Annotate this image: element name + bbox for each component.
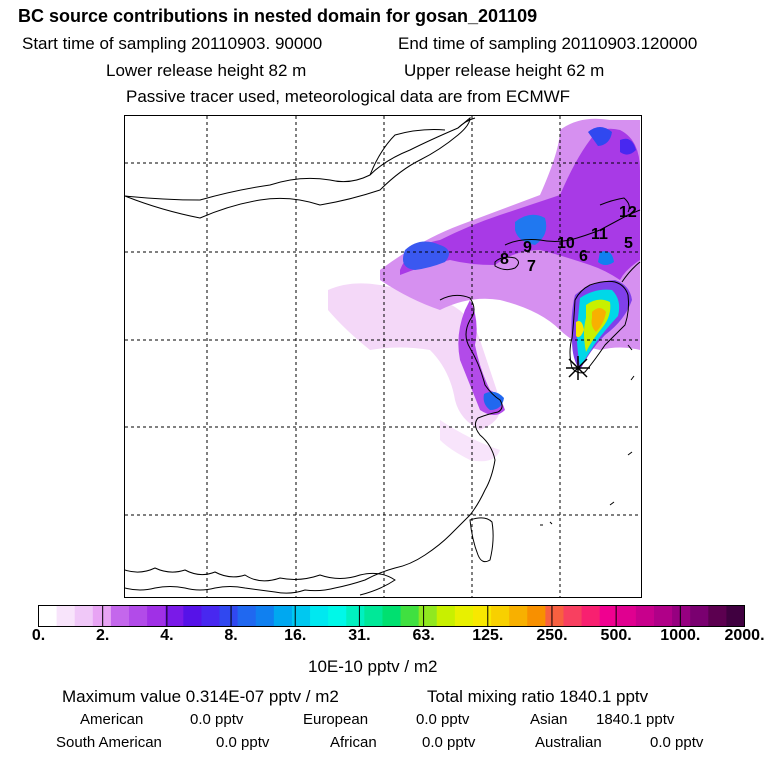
colorbar-swatch: [690, 605, 709, 627]
coastlines: [124, 116, 641, 596]
region-name-south-american: South American: [56, 734, 162, 751]
colorbar-swatch: [635, 605, 655, 627]
colorbar-swatch: [581, 605, 601, 627]
region-name-european: European: [303, 711, 369, 728]
colorbar-swatch: [726, 605, 745, 627]
colorbar-swatch: [472, 605, 492, 627]
colorbar-swatch: [147, 605, 166, 627]
region-name-australian: Australian: [535, 734, 602, 751]
colorbar-swatch: [56, 605, 76, 627]
end-time-label: End time of sampling 20110903.120000: [398, 34, 698, 53]
colorbar-tick-label: 250.: [536, 627, 568, 644]
colorbar-swatch: [708, 605, 727, 627]
lower-height-label: Lower release height 82 m: [106, 61, 307, 80]
map-frame: [124, 115, 642, 598]
region-value-american: 0.0 pptv: [190, 711, 244, 728]
colorbar-swatch: [436, 605, 456, 627]
colorbar-swatch: [563, 605, 583, 627]
start-time-label: Start time of sampling 20110903. 90000: [22, 34, 323, 53]
map-label-5: 5: [624, 235, 633, 252]
colorbar-swatch: [129, 605, 148, 627]
colorbar-swatch: [291, 605, 311, 627]
colorbar-tick-label: 500.: [600, 627, 632, 644]
colorbar-swatch: [38, 605, 58, 627]
colorbar-swatch: [491, 605, 510, 627]
colorbar-swatch: [110, 605, 130, 627]
colorbar-swatch: [454, 605, 474, 627]
colorbar-swatch: [273, 605, 293, 627]
region-name-american: American: [80, 711, 144, 728]
region-name-asian: Asian: [530, 711, 568, 728]
plot-title: BC source contributions in nested domain…: [18, 6, 538, 26]
colorbar-swatch: [328, 605, 347, 627]
region-value-australian: 0.0 pptv: [650, 734, 704, 751]
plume-field: [328, 118, 640, 462]
colorbar-tick-label: 2000.: [724, 627, 765, 644]
colorbar-swatch: [617, 605, 637, 627]
colorbar-swatch: [201, 605, 221, 627]
colorbar-swatch: [364, 605, 383, 627]
map-label-12: 12: [619, 204, 637, 221]
colorbar-swatch: [599, 605, 619, 627]
map-label-10: 10: [557, 235, 575, 252]
colorbar-tick-label: 16.: [284, 627, 307, 644]
colorbar-swatch: [527, 605, 546, 627]
region-name-african: African: [330, 734, 377, 751]
region-value-south-american: 0.0 pptv: [216, 734, 270, 751]
colorbar-swatch: [653, 605, 673, 627]
colorbar-tick-label: 125.: [472, 627, 504, 644]
maximum-value: Maximum value 0.314E-07 pptv / m2: [62, 687, 339, 706]
colorbar-tick-label: 31.: [348, 627, 371, 644]
region-value-african: 0.0 pptv: [422, 734, 476, 751]
colorbar-swatch: [183, 605, 202, 627]
upper-height-label: Upper release height 62 m: [404, 61, 605, 80]
map-label-11: 11: [591, 226, 608, 243]
region-value-asian: 1840.1 pptv: [596, 711, 675, 728]
colorbar-swatch: [310, 605, 329, 627]
map-label-7: 7: [527, 258, 536, 275]
colorbar-swatch: [509, 605, 528, 627]
map-label-9: 9: [523, 239, 532, 256]
map-label-6: 6: [579, 248, 588, 265]
colorbar-tick-label: 0.: [31, 627, 46, 644]
region-value-european: 0.0 pptv: [416, 711, 470, 728]
colorbar-swatch: [545, 605, 564, 627]
total-mixing-ratio: Total mixing ratio 1840.1 pptv: [427, 687, 649, 706]
colorbar-swatch: [418, 605, 438, 627]
colorbar-swatch: [74, 605, 94, 627]
tracer-note: Passive tracer used, meteorological data…: [126, 87, 571, 106]
colorbar-swatch: [400, 605, 420, 627]
colorbar-swatch: [165, 605, 184, 627]
colorbar-swatch: [92, 605, 112, 627]
colorbar-swatch: [237, 605, 257, 627]
colorbar-swatch: [255, 605, 275, 627]
map-label-8: 8: [500, 251, 509, 268]
colorbar-tick-label: 2.: [96, 627, 110, 644]
colorbar-swatch: [672, 605, 691, 627]
receptor-marker: [566, 356, 590, 380]
colorbar-tick-label: 63.: [412, 627, 435, 644]
colorbar-swatch: [382, 605, 402, 627]
graticule: [125, 116, 641, 597]
colorbar-frame: [38, 605, 745, 627]
colorbar-tick-label: 4.: [160, 627, 174, 644]
colorbar-swatch: [346, 605, 365, 627]
colorbar-tick-label: 8.: [224, 627, 238, 644]
colorbar-swatch: [219, 605, 239, 627]
colorbar-unit: 10E-10 pptv / m2: [308, 657, 438, 676]
colorbar-tick-label: 1000.: [660, 627, 701, 644]
